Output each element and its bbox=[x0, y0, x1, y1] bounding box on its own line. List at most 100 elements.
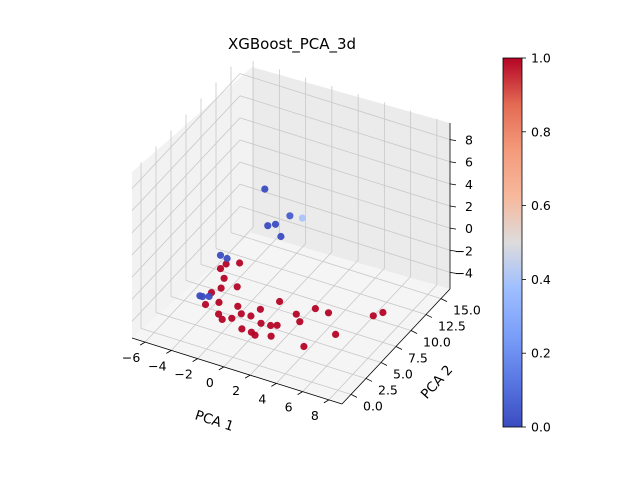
scatter-point bbox=[237, 310, 245, 318]
x-tick-label: 0 bbox=[206, 375, 214, 390]
scatter-point bbox=[286, 212, 294, 220]
x-axis-line bbox=[131, 337, 343, 405]
x-tick-mark bbox=[297, 391, 303, 395]
scatter-point bbox=[267, 332, 275, 340]
y-grid-floor bbox=[140, 328, 352, 395]
z-tick-mark bbox=[449, 139, 457, 141]
scatter-point bbox=[215, 310, 223, 318]
y-tick-label: 2.5 bbox=[378, 382, 398, 397]
z-tick-label: 0 bbox=[465, 221, 473, 236]
z-grid-back-wall bbox=[239, 206, 451, 273]
z-grid-back-wall bbox=[239, 139, 451, 207]
colorbar-tick-label: 0.8 bbox=[531, 124, 551, 139]
x-tick-label: 2 bbox=[232, 383, 240, 398]
scatter-point bbox=[257, 319, 265, 327]
z-grid-left-wall bbox=[131, 95, 241, 212]
x-tick-label: −4 bbox=[148, 358, 166, 373]
scatter-point bbox=[220, 274, 228, 282]
scatter-point bbox=[332, 330, 340, 338]
z-tick-mark bbox=[449, 249, 457, 252]
colorbar-tick-label: 0.0 bbox=[531, 420, 551, 435]
scatter-point bbox=[217, 284, 225, 292]
colorbar-tick-label: 0.4 bbox=[531, 272, 551, 287]
axes-panes bbox=[132, 67, 450, 404]
z-tick-mark bbox=[449, 161, 457, 164]
x-tick-mark bbox=[192, 358, 198, 362]
y-grid-floor bbox=[155, 312, 367, 379]
y-tick-mark bbox=[350, 394, 358, 398]
y-grid-floor bbox=[200, 264, 412, 331]
pane-back-wall bbox=[252, 67, 450, 289]
y-tick-label: 5.0 bbox=[393, 366, 413, 381]
x-tick-mark bbox=[271, 383, 277, 387]
scatter-point bbox=[256, 305, 264, 313]
scatter-points bbox=[196, 185, 387, 351]
y-tick-label: 15.0 bbox=[453, 303, 481, 318]
scatter-point bbox=[300, 342, 308, 351]
x-tick-label: 6 bbox=[285, 400, 293, 415]
z-grid-back-wall bbox=[239, 117, 451, 185]
scatter-point bbox=[236, 259, 244, 267]
scatter-point bbox=[277, 232, 285, 241]
scatter-point bbox=[379, 308, 387, 317]
y-tick-mark bbox=[395, 346, 403, 350]
z-tick-label: −4 bbox=[455, 265, 473, 280]
x-tick-mark bbox=[139, 341, 146, 346]
pane-floor bbox=[132, 233, 450, 404]
colorbar: 0.0 0.2 0.4 0.6 0.8 1.0 bbox=[502, 51, 551, 435]
axes-ticks: −6 −4 −2 0 2 4 6 8 0.02.55.07.510.012.515.0 −4 −2 0… bbox=[122, 133, 481, 423]
scatter-point bbox=[205, 292, 213, 300]
scatter-point bbox=[228, 314, 236, 322]
y-tick-mark bbox=[380, 362, 388, 366]
y-tick-mark bbox=[425, 314, 433, 318]
z-tick-label: 4 bbox=[465, 177, 473, 192]
z-tick-label: 6 bbox=[465, 155, 473, 170]
colorbar-tick-label: 1.0 bbox=[531, 51, 551, 66]
y-tick-mark bbox=[365, 378, 373, 382]
x-tick-label: 4 bbox=[258, 391, 266, 406]
scatter-point bbox=[273, 321, 281, 329]
scatter-point bbox=[267, 321, 275, 330]
colorbar-gradient bbox=[502, 57, 523, 428]
z-grid-back-wall bbox=[239, 183, 451, 251]
z-tick-mark bbox=[449, 272, 457, 274]
axes-grid bbox=[131, 61, 451, 401]
scatter-point bbox=[251, 331, 259, 339]
scatter-point bbox=[311, 305, 319, 313]
scatter-point bbox=[233, 283, 241, 291]
y-axis-label: PCA 2 bbox=[418, 362, 456, 402]
scatter-point bbox=[201, 300, 210, 309]
scatter-point bbox=[296, 318, 304, 326]
scatter-point bbox=[292, 310, 300, 318]
x-tick-mark bbox=[166, 350, 172, 354]
x-tick-mark bbox=[244, 374, 251, 379]
scatter-point bbox=[215, 298, 223, 306]
y-tick-label: 12.5 bbox=[438, 319, 466, 334]
x-axis-label: PCA 1 bbox=[193, 407, 236, 434]
scatter-point bbox=[216, 251, 225, 259]
scatter-point bbox=[369, 312, 377, 320]
scatter-point bbox=[298, 214, 306, 222]
z-grid-left-wall bbox=[131, 73, 241, 189]
z-tick-mark bbox=[449, 227, 457, 230]
x-tick-label: −2 bbox=[174, 367, 192, 382]
z-grid-left-wall bbox=[131, 183, 241, 300]
scatter-point bbox=[216, 265, 225, 273]
colorbar-tick-label: 0.6 bbox=[531, 198, 551, 213]
scatter-point bbox=[247, 312, 255, 320]
z-grid-back-wall bbox=[239, 95, 451, 163]
y-tick-mark bbox=[440, 298, 448, 302]
y-tick-mark bbox=[410, 330, 418, 334]
z-grid-back-wall bbox=[239, 73, 451, 140]
scatter-point bbox=[271, 220, 280, 228]
z-grid-left-wall bbox=[131, 161, 241, 278]
scatter-point bbox=[218, 315, 226, 323]
z-grid-left-wall bbox=[131, 117, 241, 234]
y-tick-label: 7.5 bbox=[408, 351, 428, 366]
scatter-point bbox=[324, 309, 333, 317]
colorbar-tick-label: 0.2 bbox=[531, 346, 551, 361]
z-tick-mark bbox=[449, 205, 457, 208]
z-grid-back-wall bbox=[239, 161, 451, 229]
